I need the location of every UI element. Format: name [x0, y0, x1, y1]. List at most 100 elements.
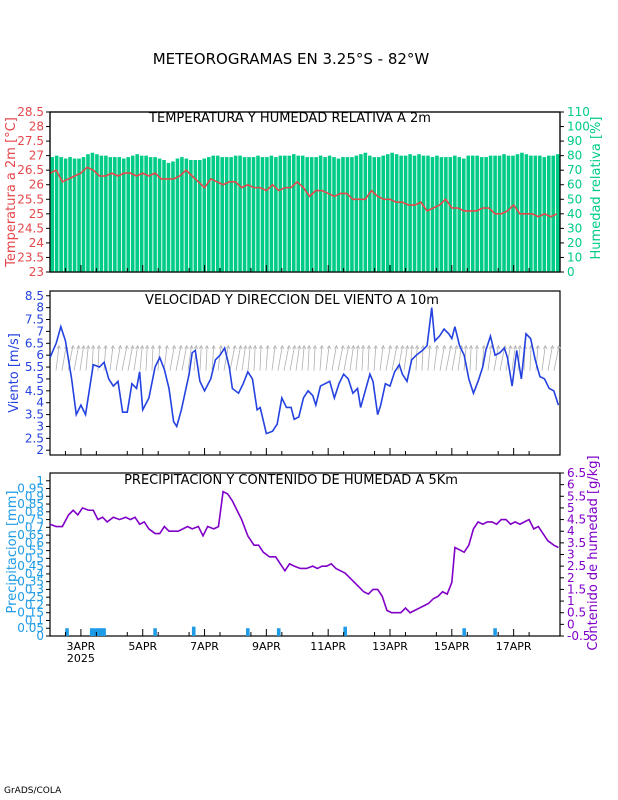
humidity-bar — [345, 157, 350, 272]
humidity-bar — [130, 155, 135, 272]
precip-tick-label: 0.25 — [17, 590, 44, 604]
humidity-bar — [461, 158, 466, 272]
wind-arrow-head — [157, 344, 162, 350]
wind-arrow — [307, 345, 310, 371]
wind-tick-label: 8 — [36, 301, 44, 315]
humidity-bar — [506, 155, 511, 272]
wind-arrow — [451, 345, 457, 371]
humidity-bar — [300, 155, 305, 272]
wind-arrow-head — [306, 344, 312, 350]
wind-arrow-head — [542, 344, 548, 350]
humidity-axis-label: Humedad relativa [%] — [589, 117, 604, 260]
precip-bar — [343, 626, 347, 636]
wind-arrow-head — [312, 344, 317, 350]
x-tick-label: 7APR — [190, 640, 219, 653]
wind-tick-label: 6.5 — [25, 336, 44, 350]
precip-tick-label: 0.65 — [17, 528, 44, 542]
wind-tick-label: 8.5 — [25, 289, 44, 303]
humidity-bar — [287, 155, 292, 272]
wind-arrow — [169, 345, 175, 371]
wind-arrow-head — [301, 344, 307, 350]
panel-title: VELOCIDAD Y DIRECCION DEL VIENTO A 10m — [145, 293, 439, 308]
x-tick-label: 5APR — [128, 640, 157, 653]
humidity-bar — [229, 157, 233, 272]
moisture-tick-label: 0.5 — [567, 606, 586, 620]
wind-arrow-head — [481, 344, 486, 350]
precip-tick-label: 0.4 — [25, 567, 44, 581]
moisture-tick-label: 2.5 — [567, 559, 586, 573]
humidity-bar — [238, 155, 242, 272]
humidity-bar — [435, 155, 439, 272]
moisture-tick-label: 1 — [567, 594, 575, 608]
temperature-tick-label: 23.5 — [17, 250, 44, 264]
humidity-bar — [551, 155, 556, 272]
humidity-bar — [251, 157, 256, 272]
humidity-bar — [403, 155, 408, 272]
wind-arrow — [469, 345, 472, 371]
humidity-bar — [376, 157, 381, 272]
humidity-bar — [444, 157, 448, 272]
humidity-bar — [269, 155, 274, 272]
wind-arrow — [73, 345, 80, 371]
wind-arrow — [445, 345, 452, 371]
humidity-bar — [394, 154, 399, 272]
wind-arrow — [427, 345, 431, 371]
humidity-bar — [359, 154, 363, 272]
wind-arrow-head — [164, 344, 169, 350]
precip-tick-label: 0.95 — [17, 482, 44, 496]
wind-arrow-head — [334, 344, 339, 350]
wind-arrow — [433, 345, 438, 371]
humidity-bar — [296, 155, 301, 272]
wind-arrow — [121, 345, 128, 371]
wind-arrow-head — [463, 344, 468, 350]
precip-tick-label: 0.05 — [17, 621, 44, 635]
panel-temperature-humidity: TEMPERATURA Y HUMEDAD RELATIVA A 2m 2323.… — [4, 105, 604, 279]
humidity-bar — [538, 155, 542, 272]
wind-arrow-head — [405, 344, 410, 350]
wind-arrow-head — [189, 344, 194, 350]
moisture-line — [49, 490, 559, 614]
x-tick-label: 15APR — [434, 640, 470, 653]
wind-arrow-head — [198, 344, 204, 350]
humidity-bar — [291, 154, 296, 272]
humidity-bar — [260, 157, 265, 272]
wind-arrow — [175, 345, 182, 371]
humidity-bar — [448, 157, 453, 272]
temperature-tick-label: 27.5 — [17, 134, 44, 148]
humidity-bar — [470, 155, 475, 272]
precip-tick-label: 0.1 — [25, 613, 44, 627]
humidity-bar — [193, 160, 198, 272]
panel-frame — [49, 111, 561, 273]
humidity-bar — [283, 155, 287, 272]
wind-arrow — [127, 345, 134, 371]
wind-arrow — [289, 345, 296, 371]
humidity-tick-label: 60 — [567, 178, 582, 192]
precip-bar — [191, 626, 196, 636]
wind-arrow-head — [110, 344, 115, 350]
humidity-bar — [363, 152, 368, 272]
wind-arrow-head — [556, 344, 561, 350]
wind-arrow — [529, 345, 532, 371]
wind-arrow — [511, 345, 516, 371]
wind-tick-label: 4.5 — [25, 384, 44, 398]
wind-arrow-head — [351, 344, 356, 350]
humidity-bar — [126, 157, 131, 272]
wind-arrow-head — [434, 344, 440, 350]
humidity-bar — [54, 155, 59, 272]
humidity-bar — [104, 155, 108, 272]
wind-arrow-head — [218, 344, 223, 350]
wind-arrow — [55, 345, 60, 371]
wind-arrow-head — [535, 344, 540, 350]
humidity-bar — [439, 157, 444, 272]
wind-arrow-head — [135, 344, 140, 350]
precip-bar — [99, 628, 103, 636]
x-year-label: 2025 — [67, 652, 95, 665]
wind-arrow-head — [226, 344, 231, 350]
wind-arrow-head — [550, 344, 555, 350]
precip-bar — [102, 628, 106, 636]
humidity-bar — [381, 155, 386, 272]
panel-precipitation-moisture: PRECIPITACION Y CONTENIDO DE HUMEDAD A 5… — [5, 455, 601, 650]
humidity-bar — [354, 155, 359, 272]
humidity-bar — [189, 160, 193, 272]
